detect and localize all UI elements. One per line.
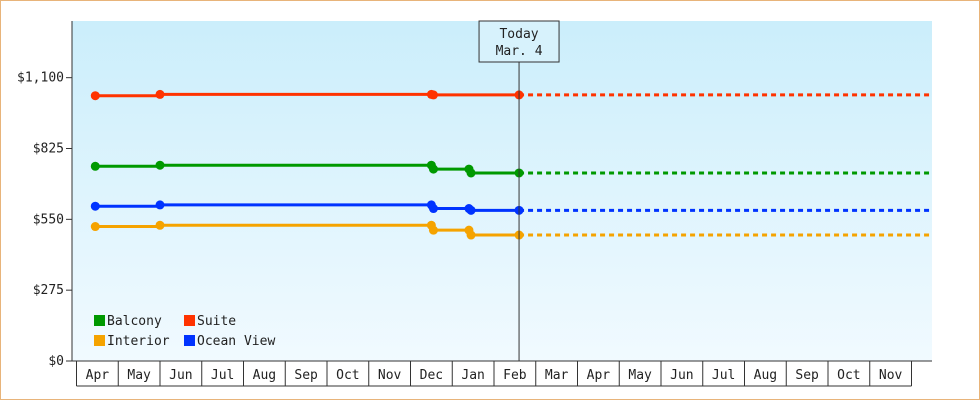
series-balcony <box>90 160 932 178</box>
data-point <box>90 222 100 232</box>
x-tick-label: Sep <box>795 368 819 383</box>
x-tick-label: May <box>127 368 151 383</box>
data-point <box>466 168 476 178</box>
x-tick-label: Mar <box>545 368 569 383</box>
data-point <box>428 164 438 174</box>
series-lines <box>90 89 932 240</box>
x-tick-label: Oct <box>837 368 860 383</box>
legend-swatch <box>184 315 195 326</box>
y-tick-label: $1,100 <box>17 71 64 86</box>
today-marker: Today Mar. 4 <box>478 20 560 361</box>
x-tick-label: Feb <box>503 368 527 383</box>
data-point <box>466 230 476 240</box>
x-axis: Apr May Jun Jul Aug Sep Oct Nov Dec Jan Feb Mar Apr M… <box>72 360 932 387</box>
x-tick-label: Dec <box>420 368 443 383</box>
x-tick-label: Sep <box>294 368 318 383</box>
x-tick-label: Jul <box>211 368 234 383</box>
legend-label: Balcony <box>107 314 162 329</box>
today-date: Mar. 4 <box>496 44 543 59</box>
series-ocean-view <box>90 200 932 215</box>
x-tick-label: Jul <box>712 368 735 383</box>
data-point <box>90 201 100 211</box>
today-label: Today <box>499 27 538 42</box>
legend-swatch <box>184 335 195 346</box>
y-tick-label: $825 <box>33 142 64 157</box>
data-point <box>90 91 100 101</box>
legend-label: Suite <box>197 314 236 329</box>
y-tick-label: $550 <box>33 212 64 227</box>
data-point <box>428 204 438 214</box>
plot-area <box>72 21 932 361</box>
legend-label: Interior <box>107 334 170 349</box>
x-tick-label: Nov <box>879 368 903 383</box>
data-point <box>155 89 165 99</box>
data-point <box>428 225 438 235</box>
x-tick-label: Oct <box>336 368 359 383</box>
y-axis: $0 $275 $550 $825 $1,100 <box>17 21 73 369</box>
x-tick-label: Aug <box>754 368 777 383</box>
legend-label: Ocean View <box>197 334 275 349</box>
x-tick-label: May <box>628 368 652 383</box>
x-tick-label: Jan <box>461 368 484 383</box>
series-interior <box>90 220 932 240</box>
x-tick-label: Jun <box>169 368 192 383</box>
today-label-box <box>478 20 560 63</box>
data-point <box>466 205 476 215</box>
y-tick-label: $275 <box>33 283 64 298</box>
y-tick-label: $0 <box>48 354 64 369</box>
x-tick-label: Aug <box>253 368 276 383</box>
legend: Balcony Suite Interior Ocean View <box>94 314 275 349</box>
data-point <box>155 160 165 170</box>
data-point <box>90 161 100 171</box>
legend-swatch <box>94 315 105 326</box>
data-point <box>155 220 165 230</box>
data-point <box>155 200 165 210</box>
x-tick-label: Jun <box>670 368 693 383</box>
series-suite <box>90 89 932 101</box>
x-tick-label: Nov <box>378 368 402 383</box>
data-point <box>428 90 438 100</box>
x-tick-label: Apr <box>86 368 110 383</box>
legend-swatch <box>94 335 105 346</box>
x-tick-label: Apr <box>587 368 611 383</box>
